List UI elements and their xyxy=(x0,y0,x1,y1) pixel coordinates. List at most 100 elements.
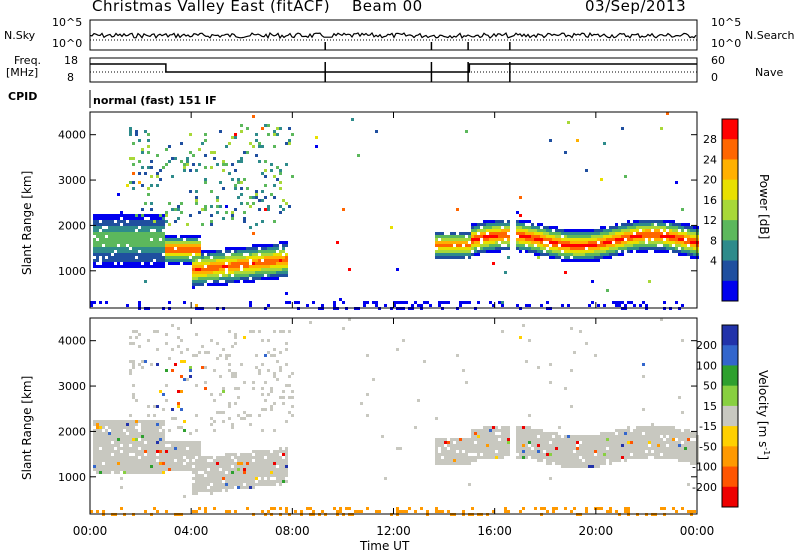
velocity-cell xyxy=(453,444,456,447)
velocity-cell xyxy=(675,429,678,432)
power-cell xyxy=(582,238,585,241)
power-cell xyxy=(105,244,108,247)
velocity-cell xyxy=(285,474,288,477)
power-cell xyxy=(165,214,168,217)
velocity-cell xyxy=(483,426,486,429)
power-cell xyxy=(672,223,675,226)
velocity-cell xyxy=(150,456,153,459)
power-cell xyxy=(264,244,267,247)
velocity-cell xyxy=(192,471,195,474)
power-cell xyxy=(237,178,240,181)
freq-label: Freq. xyxy=(14,54,42,67)
velocity-cell xyxy=(639,429,642,432)
power-cell xyxy=(681,250,684,253)
velocity-cell xyxy=(498,429,501,432)
velocity-cell xyxy=(576,450,579,453)
velocity-cell xyxy=(621,432,624,435)
velocity-cell xyxy=(135,420,138,423)
velocity-cell xyxy=(567,444,570,447)
power-cell xyxy=(246,265,249,268)
velocity-cell xyxy=(465,462,468,465)
power-cell xyxy=(261,277,264,280)
power-cell xyxy=(537,223,540,226)
power-cell xyxy=(282,274,285,277)
power-cell xyxy=(645,226,648,229)
power-cell xyxy=(630,226,633,229)
power-cell xyxy=(264,160,267,163)
power-cell xyxy=(588,250,591,253)
velocity-cell xyxy=(609,447,612,450)
power-cell xyxy=(258,142,261,145)
power-cell xyxy=(189,241,192,244)
velocity-cell xyxy=(198,489,201,492)
velocity-cell xyxy=(246,477,249,480)
velocity-cell xyxy=(216,483,219,486)
velocity-cell xyxy=(588,465,591,468)
velocity-cell xyxy=(120,507,123,510)
velocity-cell xyxy=(687,435,690,438)
velocity-cell xyxy=(267,456,270,459)
velocity-cell xyxy=(594,441,597,444)
power-cell xyxy=(144,253,147,256)
velocity-cell xyxy=(600,447,603,450)
velocity-cell xyxy=(534,429,537,432)
power-cell xyxy=(687,235,690,238)
power-cell xyxy=(156,253,159,256)
power-cell xyxy=(687,229,690,232)
power-cell xyxy=(177,205,180,208)
velocity-cell xyxy=(210,471,213,474)
velocity-cell xyxy=(612,432,615,435)
velocity-cell xyxy=(93,429,96,432)
power-cell xyxy=(474,229,477,232)
power-cell xyxy=(144,262,147,265)
power-cell xyxy=(195,190,198,193)
velocity-cell xyxy=(252,450,255,453)
power-cell xyxy=(573,241,576,244)
velocity-cell xyxy=(210,423,213,426)
velocity-cell xyxy=(210,465,213,468)
velocity-cell xyxy=(597,462,600,465)
power-cell xyxy=(435,253,438,256)
power-cell xyxy=(288,142,291,145)
power-cell xyxy=(666,220,669,223)
power-cell xyxy=(123,250,126,253)
velocity-cell xyxy=(600,450,603,453)
power-cell xyxy=(186,235,189,238)
power-cell xyxy=(216,211,219,214)
power-cell xyxy=(669,226,672,229)
power-cell xyxy=(654,220,657,223)
velocity-cell xyxy=(183,447,186,450)
power-cell xyxy=(147,223,150,226)
velocity-cell xyxy=(534,453,537,456)
power-cell xyxy=(183,259,186,262)
power-cell xyxy=(225,247,228,250)
velocity-cell xyxy=(576,465,579,468)
power-cell xyxy=(234,247,237,250)
velocity-cell xyxy=(147,459,150,462)
power-cell xyxy=(252,262,255,265)
power-cell xyxy=(147,241,150,244)
velocity-cell xyxy=(558,444,561,447)
power-cell xyxy=(441,247,444,250)
velocity-cell xyxy=(534,447,537,450)
power-cell xyxy=(669,232,672,235)
velocity-cell xyxy=(252,471,255,474)
power-cell xyxy=(669,238,672,241)
velocity-cell xyxy=(132,384,135,387)
velocity-cell xyxy=(546,435,549,438)
velocity-cell xyxy=(117,450,120,453)
velocity-cell xyxy=(279,465,282,468)
colorbar-tick-label: 15 xyxy=(703,400,717,413)
power-cell xyxy=(507,220,510,223)
power-cell xyxy=(126,226,129,229)
velocity-cell xyxy=(642,438,645,441)
power-cell xyxy=(474,238,477,241)
power-cell xyxy=(501,238,504,241)
power-cell xyxy=(570,253,573,256)
power-cell xyxy=(210,274,213,277)
velocity-cell xyxy=(360,402,363,405)
velocity-cell xyxy=(105,471,108,474)
velocity-cell xyxy=(102,453,105,456)
velocity-cell xyxy=(93,468,96,471)
power-cell xyxy=(498,250,501,253)
